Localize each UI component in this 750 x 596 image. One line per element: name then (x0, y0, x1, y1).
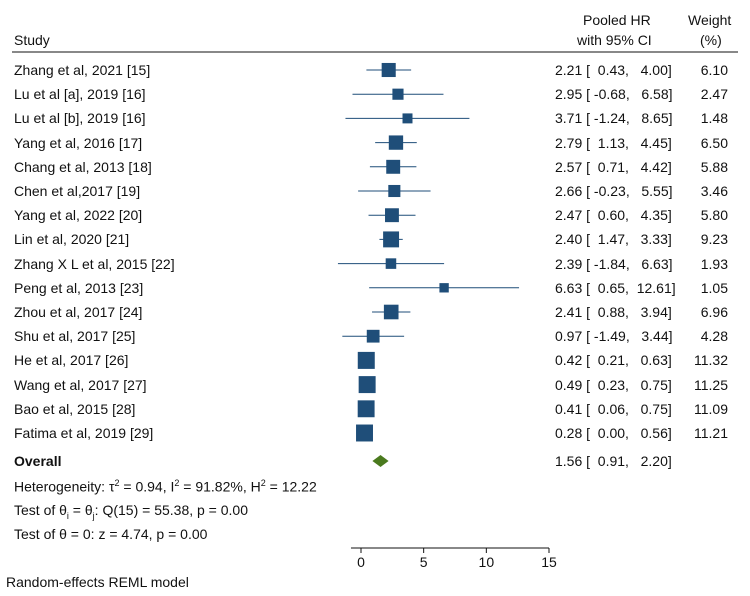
x-tick-label: 0 (357, 554, 365, 570)
study-label: Lu et al [a], 2019 [16] (14, 86, 146, 103)
study-ci-text: 2.95 [ -0.68, 6.58] (555, 86, 673, 103)
study-weight: 9.23 (700, 231, 728, 248)
overall-label: Overall (14, 453, 62, 469)
study-label: Fatima et al, 2019 [29] (14, 425, 154, 441)
study-label: Chen et al,2017 [19] (14, 183, 141, 199)
study-weight: 4.28 (700, 328, 728, 345)
study-label: Zhang X L et al, 2015 [22] (14, 255, 175, 272)
study-label: Chang et al, 2013 [18] (14, 158, 152, 175)
study-ci-text: 6.63 [ 0.65, 12.61] (555, 279, 676, 296)
study-ci-text: 2.57 [ 0.71, 4.42] (555, 158, 672, 175)
study-weight: 5.80 (700, 207, 728, 224)
study-weight: 3.46 (700, 183, 728, 199)
study-label: Lin et al, 2020 [21] (14, 231, 130, 248)
study-marker (357, 400, 375, 418)
study-marker (388, 184, 401, 198)
overall-ci-text: 1.56 [ 0.91, 2.20] (555, 453, 672, 469)
x-tick-label: 15 (541, 554, 557, 570)
study-ci-text: 2.41 [ 0.88, 3.94] (555, 304, 672, 320)
study-weight: 6.96 (700, 304, 728, 320)
study-ci-text: 3.71 [ -1.24, 8.65] (555, 110, 673, 127)
study-ci-text: 2.66 [ -0.23, 5.55] (555, 183, 673, 199)
study-label: Lu et al [b], 2019 [16] (14, 110, 146, 127)
study-label: Yang et al, 2016 [17] (14, 134, 143, 151)
test-theta-equal: Test of θi = θj: Q(15) = 55.38, p = 0.00 (14, 502, 248, 521)
study-label: Wang et al, 2017 [27] (14, 376, 147, 393)
study-ci-text: 0.41 [ 0.06, 0.75] (555, 400, 672, 417)
study-weight: 11.32 (694, 352, 728, 369)
study-label: Yang et al, 2022 [20] (14, 207, 143, 224)
study-ci-text: 2.40 [ 1.47, 3.33] (555, 231, 672, 248)
study-label: Peng et al, 2013 [23] (14, 279, 144, 296)
header-weight-line2: (%) (700, 32, 722, 48)
study-marker (383, 231, 400, 248)
study-marker (385, 208, 399, 223)
study-marker (439, 283, 449, 293)
study-marker (383, 304, 399, 320)
study-marker (356, 424, 373, 442)
study-weight: 5.88 (700, 158, 728, 175)
study-ci-text: 2.47 [ 0.60, 4.35] (555, 207, 672, 224)
header-study: Study (14, 32, 50, 48)
study-marker (392, 88, 404, 100)
heterogeneity-stats: Heterogeneity: τ2 = 0.94, I2 = 91.82%, H… (14, 478, 317, 495)
study-weight: 11.25 (694, 376, 728, 393)
test-theta-zero: Test of θ = 0: z = 4.74, p = 0.00 (14, 526, 208, 542)
overall-diamond (372, 455, 389, 467)
study-ci-text: 0.28 [ 0.00, 0.56] (555, 425, 672, 441)
model-footnote: Random-effects REML model (6, 574, 189, 590)
x-tick-label: 5 (420, 554, 428, 570)
study-label: Shu et al, 2017 [25] (14, 328, 136, 345)
study-ci-text: 0.42 [ 0.21, 0.63] (555, 352, 672, 369)
study-ci-text: 2.79 [ 1.13, 4.45] (555, 134, 672, 151)
study-weight: 2.47 (700, 86, 728, 103)
study-label: Bao et al, 2015 [28] (14, 400, 136, 417)
study-label: Zhang et al, 2021 [15] (14, 62, 151, 78)
study-weight: 6.10 (700, 62, 728, 78)
study-marker (402, 113, 413, 124)
study-marker (381, 62, 396, 78)
study-weight: 1.93 (700, 255, 728, 272)
study-ci-text: 0.49 [ 0.23, 0.75] (555, 376, 672, 393)
study-marker (386, 159, 401, 174)
x-tick-label: 10 (479, 554, 495, 570)
study-weight: 6.50 (700, 134, 728, 151)
header-effect-line1: Pooled HR (583, 12, 651, 28)
study-label: He et al, 2017 [26] (14, 352, 129, 369)
study-ci-text: 2.39 [ -1.84, 6.63] (555, 255, 673, 272)
study-ci-text: 2.21 [ 0.43, 4.00] (555, 62, 672, 78)
study-weight: 11.09 (694, 400, 728, 417)
header-effect-line2: with 95% CI (577, 32, 652, 48)
header-weight-line1: Weight (688, 12, 732, 28)
study-marker (366, 329, 380, 343)
study-weight: 1.48 (700, 110, 728, 127)
study-marker (358, 376, 376, 394)
study-marker (385, 258, 397, 269)
study-label: Zhou et al, 2017 [24] (14, 304, 143, 320)
study-ci-text: 0.97 [ -1.49, 3.44] (555, 328, 673, 345)
study-weight: 11.21 (694, 425, 728, 441)
study-marker (357, 351, 375, 369)
study-weight: 1.05 (700, 279, 728, 296)
study-marker (388, 135, 404, 150)
